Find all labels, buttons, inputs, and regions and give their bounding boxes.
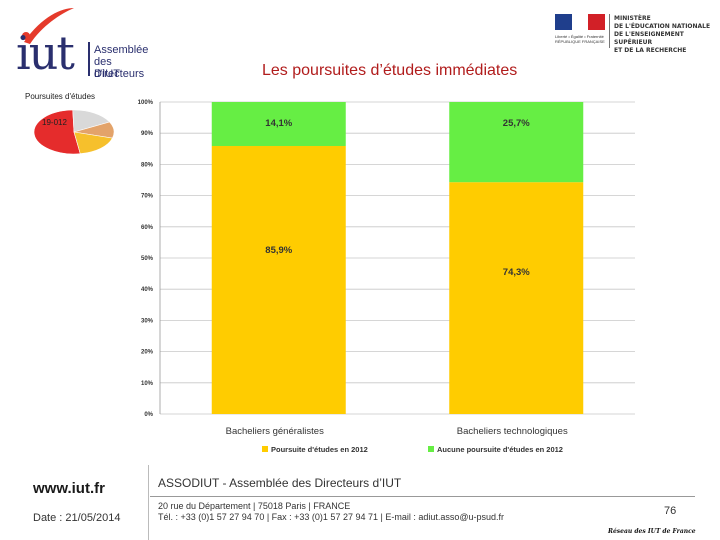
thumbnail-pie[interactable]: Poursuites d'études 19-012: [18, 92, 118, 162]
french-flag-icon: [555, 14, 605, 30]
association-contact: Tél. : +33 (0)1 57 27 94 70 | Fax : +33 …: [158, 512, 505, 522]
bar-segment: [211, 145, 346, 414]
bar-segment: [449, 102, 584, 183]
bar-segment: [211, 102, 346, 146]
category-label: Bacheliers généralistes: [226, 426, 324, 437]
ministry-text: MINISTÈRE DE L'ÉDUCATION NATIONALE DE L'…: [614, 15, 720, 55]
y-tick-label: 100%: [138, 100, 154, 106]
logo-swoosh-icon: [22, 8, 74, 44]
ministry-logo: Liberté • Égalité • Fraternité RÉPUBLIQU…: [555, 14, 720, 54]
y-tick-label: 40%: [141, 287, 154, 293]
y-tick-label: 90%: [141, 131, 154, 137]
legend-label: Poursuite d'études en 2012: [271, 445, 368, 454]
legend-swatch: [262, 446, 268, 452]
network-name: Réseau des IUT de France: [608, 528, 696, 535]
category-label: Bacheliers technologiques: [457, 426, 568, 437]
site-link[interactable]: www.iut.fr: [33, 480, 105, 497]
thumbnail-year: 19-012: [42, 118, 67, 127]
ministry-caption: Liberté • Égalité • Fraternité RÉPUBLIQU…: [555, 34, 605, 44]
y-tick-label: 80%: [141, 162, 154, 168]
data-label: 85,9%: [265, 245, 292, 256]
logo-line-3: d'IUT: [94, 68, 120, 80]
ministry-separator: [609, 14, 610, 48]
stacked-bar-chart: 0% 10% 20% 30% 40% 50% 60% 70% 80% 90% 100% 85,9% 14…: [138, 100, 635, 454]
y-tick-label: 70%: [141, 194, 154, 200]
logo-word: iut: [16, 26, 75, 80]
slide-date: Date : 21/05/2014: [33, 512, 121, 524]
y-tick-label: 0%: [144, 412, 153, 418]
logo-line-2: des Directeurs: [94, 56, 145, 80]
page-number: 76: [664, 505, 677, 517]
thumbnail-slice-1: [72, 109, 111, 133]
y-tick-label: 60%: [141, 225, 154, 231]
iut-logo: iut Assemblée des Directeurs d'IUT: [10, 4, 160, 84]
data-label: 74,3%: [503, 267, 530, 278]
ministry-line-2: DE L'ÉDUCATION NATIONALE: [614, 23, 711, 30]
y-tick-label: 50%: [141, 256, 154, 262]
thumbnail-title: Poursuites d'études: [25, 92, 96, 101]
footer-divider: [150, 496, 695, 497]
bar-segment: [449, 182, 584, 414]
ministry-line-1: MINISTÈRE: [614, 15, 651, 22]
data-label: 14,1%: [265, 118, 292, 129]
footer-divider-vertical: [148, 465, 149, 540]
thumbnail-slice-3: [73, 131, 113, 155]
association-name: ASSODIUT - Assemblée des Directeurs d’IU…: [158, 476, 402, 490]
slide-title: Les poursuites d’études immédiates: [262, 62, 518, 79]
logo-divider: [88, 42, 90, 76]
y-tick-label: 30%: [141, 318, 154, 324]
logo-line-1: Assemblée: [94, 44, 149, 56]
y-tick-label: 20%: [141, 350, 154, 356]
ministry-line-3: DE L'ENSEIGNEMENT SUPÉRIEUR: [614, 31, 684, 46]
ministry-line-4: ET DE LA RECHERCHE: [614, 47, 687, 54]
y-tick-label: 10%: [141, 381, 154, 387]
thumbnail-pie-graphic: [33, 109, 115, 155]
data-label: 25,7%: [503, 118, 530, 129]
association-address: 20 rue du Département | 75018 Paris | FR…: [158, 501, 351, 511]
legend-swatch: [428, 446, 434, 452]
thumbnail-slice-0: [33, 109, 81, 155]
legend-label: Aucune poursuite d'études en 2012: [437, 445, 563, 454]
